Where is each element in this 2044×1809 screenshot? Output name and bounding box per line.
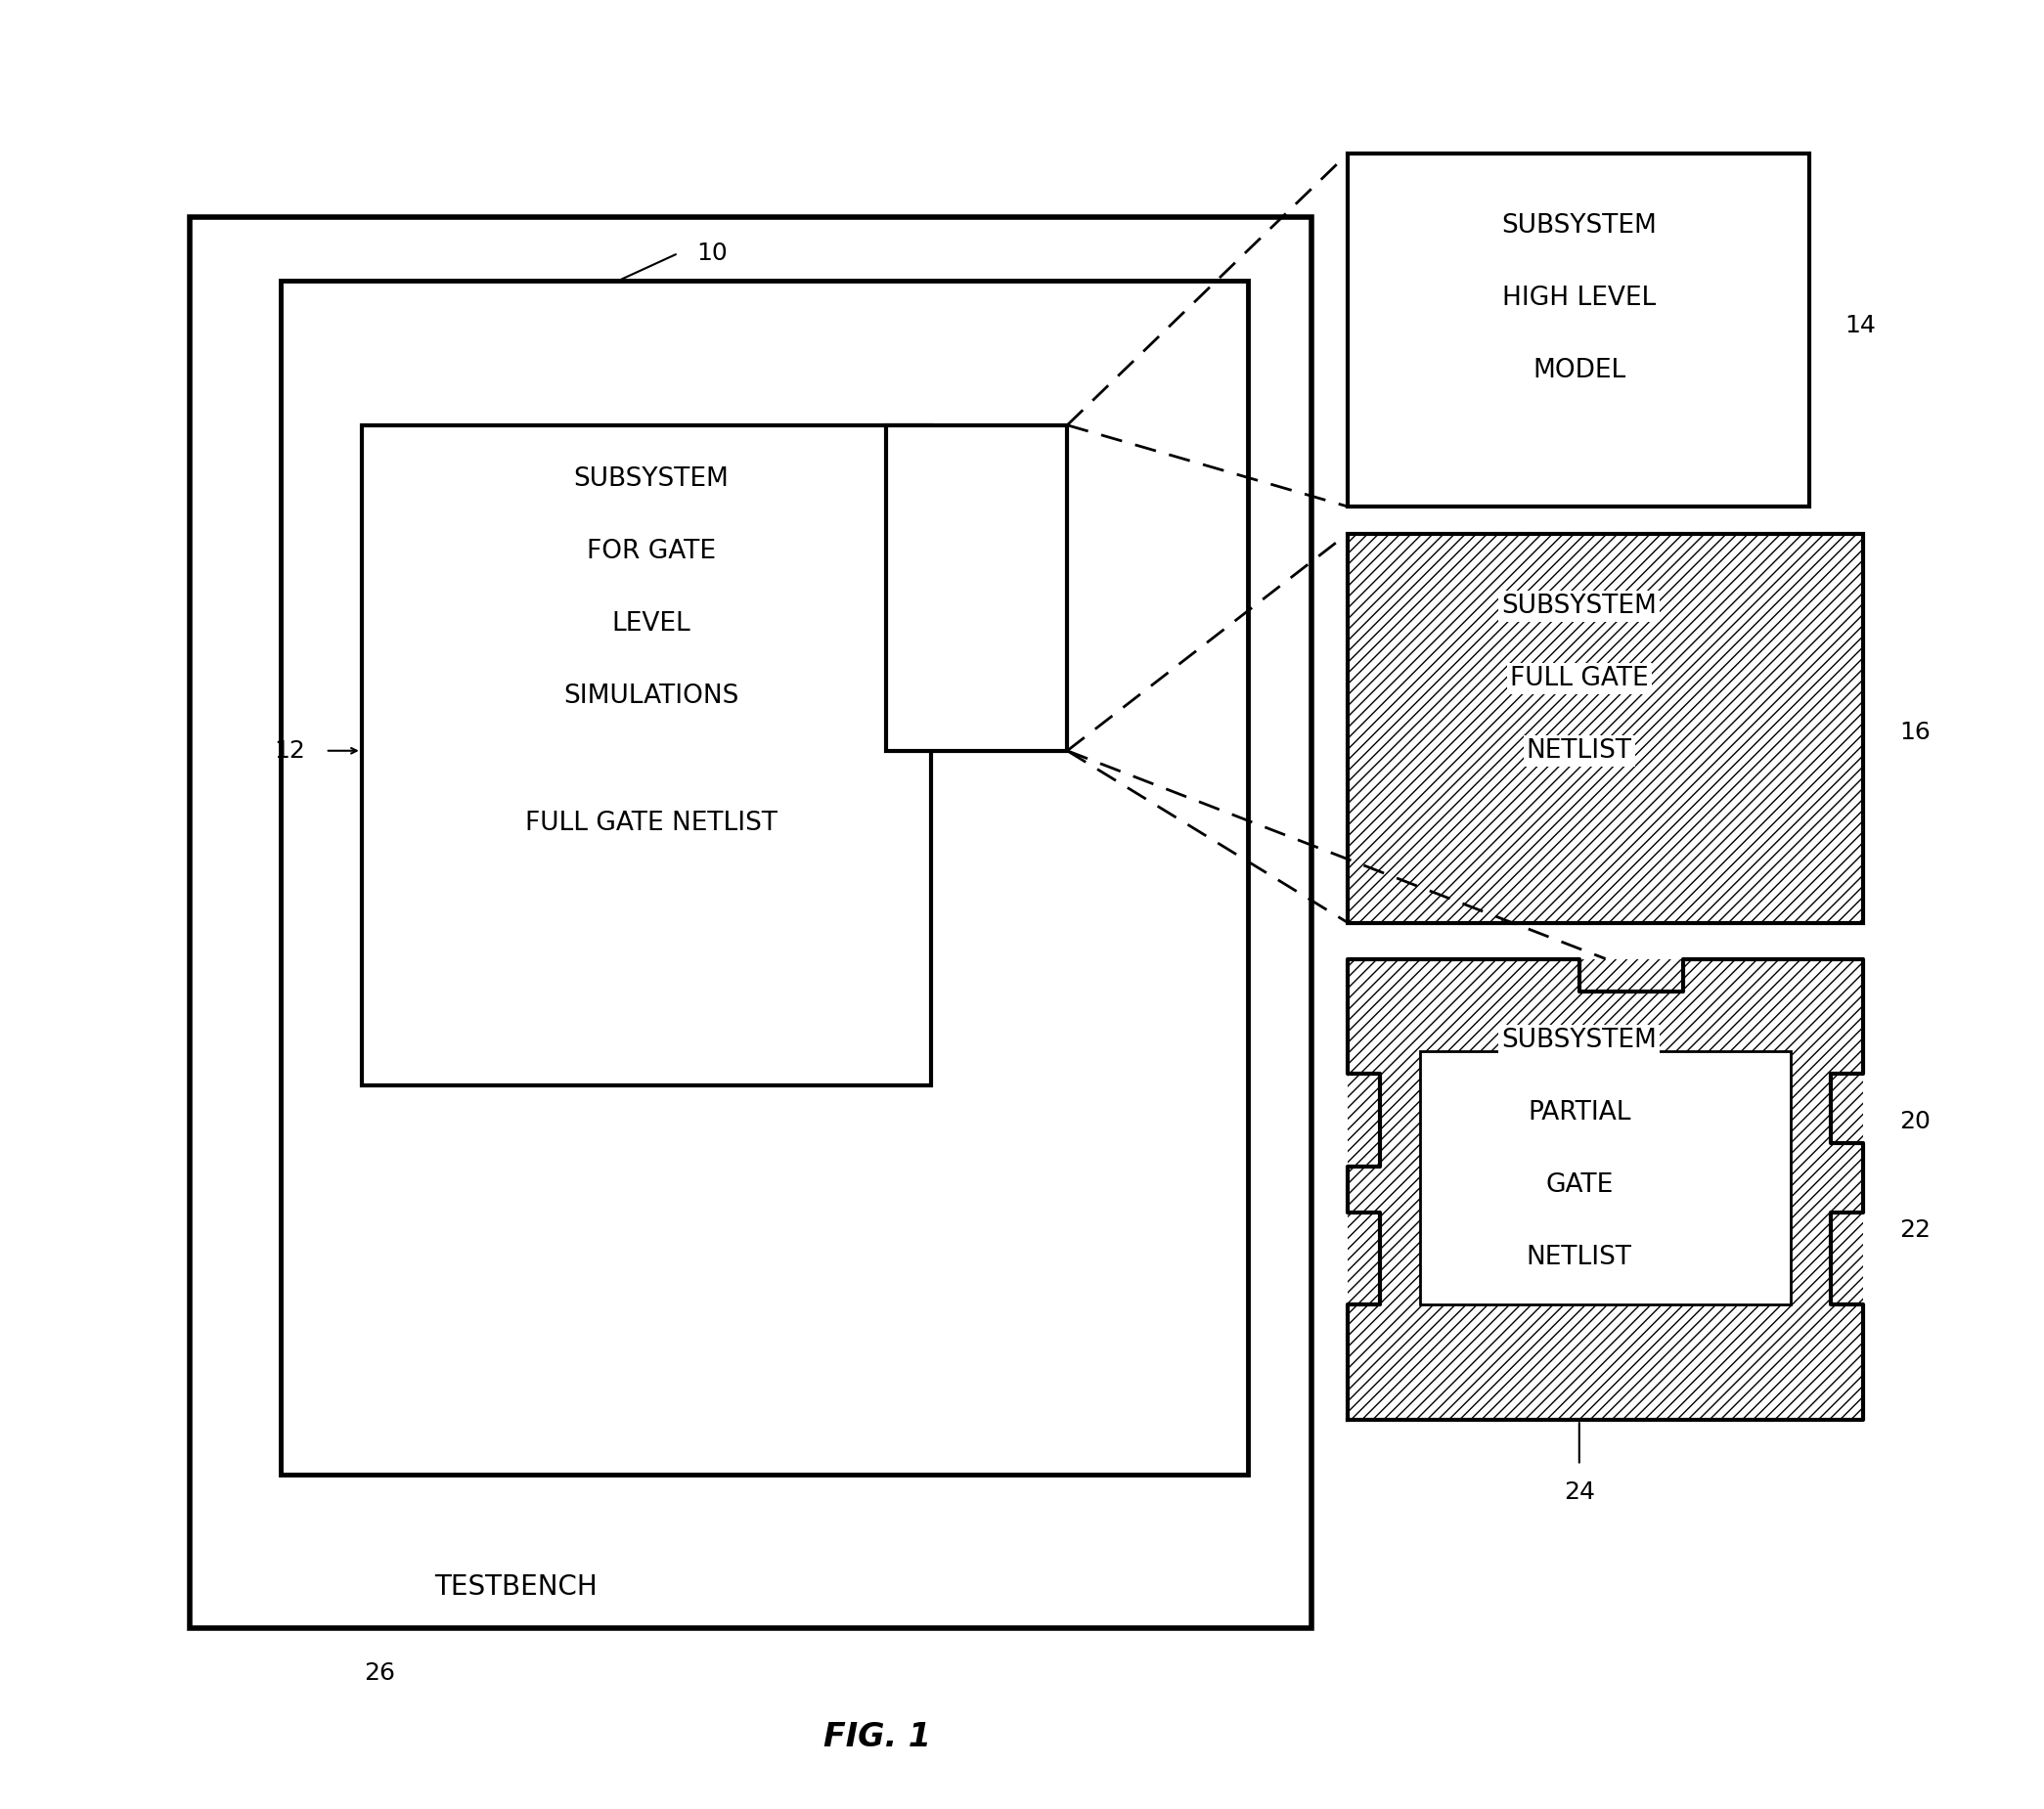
Text: GATE: GATE: [1545, 1172, 1613, 1198]
Bar: [1347, 959, 1864, 1420]
Text: HIGH LEVEL: HIGH LEVEL: [1502, 286, 1656, 311]
Text: 12: 12: [274, 740, 305, 762]
Text: 22: 22: [1899, 1219, 1932, 1241]
Text: SUBSYSTEM: SUBSYSTEM: [1502, 1028, 1658, 1053]
Bar: [190, 217, 1312, 1628]
Text: 24: 24: [1564, 1482, 1594, 1503]
Bar: [1347, 154, 1809, 507]
Text: 14: 14: [1846, 315, 1876, 336]
Text: 10: 10: [697, 242, 728, 264]
Text: FIG. 1: FIG. 1: [824, 1720, 932, 1753]
Text: SUBSYSTEM: SUBSYSTEM: [1502, 213, 1658, 239]
Bar: [887, 425, 1067, 751]
Text: NETLIST: NETLIST: [1527, 738, 1631, 763]
Text: FULL GATE NETLIST: FULL GATE NETLIST: [525, 810, 777, 836]
Text: NETLIST: NETLIST: [1527, 1245, 1631, 1270]
Text: SUBSYSTEM: SUBSYSTEM: [1502, 593, 1658, 619]
Text: 26: 26: [364, 1662, 394, 1684]
Text: 16: 16: [1899, 722, 1932, 743]
Text: TESTBENCH: TESTBENCH: [433, 1574, 597, 1601]
Bar: [362, 425, 932, 1085]
Text: LEVEL: LEVEL: [611, 611, 691, 637]
Bar: [280, 280, 1249, 1474]
Text: PARTIAL: PARTIAL: [1527, 1100, 1631, 1125]
Text: SIMULATIONS: SIMULATIONS: [564, 684, 738, 709]
Text: FULL GATE: FULL GATE: [1511, 666, 1650, 691]
Bar: [1347, 534, 1864, 923]
Text: FOR GATE: FOR GATE: [587, 539, 715, 564]
Bar: [1421, 1051, 1791, 1304]
Text: 20: 20: [1899, 1111, 1932, 1132]
Text: MODEL: MODEL: [1533, 358, 1625, 384]
Text: SUBSYSTEM: SUBSYSTEM: [574, 467, 730, 492]
